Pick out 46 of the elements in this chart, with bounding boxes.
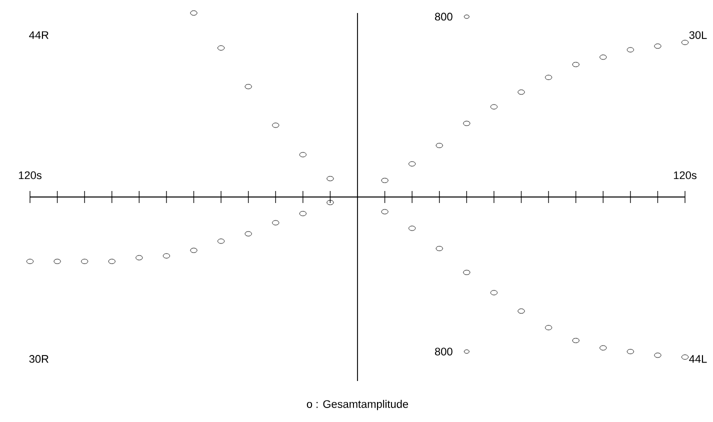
- point: [600, 345, 607, 350]
- text: 44L: [689, 355, 707, 363]
- point: [326, 200, 334, 206]
- annotation: 800: [435, 12, 452, 21]
- point: [408, 226, 416, 231]
- annotation: 800: [435, 348, 452, 356]
- text: o : Gesamtamplitude: [306, 400, 408, 410]
- point: [626, 47, 634, 52]
- point: [326, 176, 334, 182]
- point: [81, 258, 88, 264]
- point: [572, 338, 580, 344]
- point: [218, 238, 225, 244]
- point: [218, 45, 225, 51]
- point: [600, 54, 607, 60]
- point: [463, 120, 470, 126]
- point: [162, 253, 170, 258]
- point: [626, 349, 634, 354]
- x-tick-label: 120s: [674, 171, 696, 180]
- annotation: 30R: [29, 355, 48, 363]
- point: [654, 352, 662, 358]
- x-tick-label: 120s: [18, 171, 42, 180]
- annotation: 44R: [29, 31, 48, 39]
- point: [572, 62, 580, 68]
- point: [190, 248, 198, 253]
- point: [545, 74, 552, 80]
- point: [545, 325, 552, 330]
- point: [190, 10, 198, 16]
- point: [381, 209, 388, 214]
- point: [408, 161, 416, 166]
- point: [272, 122, 280, 128]
- point: [654, 44, 662, 49]
- point: [244, 84, 252, 90]
- point: [108, 258, 116, 264]
- point: [463, 270, 470, 275]
- point: [436, 142, 443, 148]
- point: [272, 220, 280, 226]
- point: [518, 308, 525, 314]
- text: 30L: [689, 31, 707, 39]
- point: [518, 90, 525, 95]
- point: [136, 255, 143, 260]
- point: [299, 211, 306, 216]
- point: [436, 246, 443, 252]
- point: [54, 258, 61, 264]
- point: [244, 231, 252, 236]
- point: [381, 178, 388, 183]
- point: [299, 152, 306, 158]
